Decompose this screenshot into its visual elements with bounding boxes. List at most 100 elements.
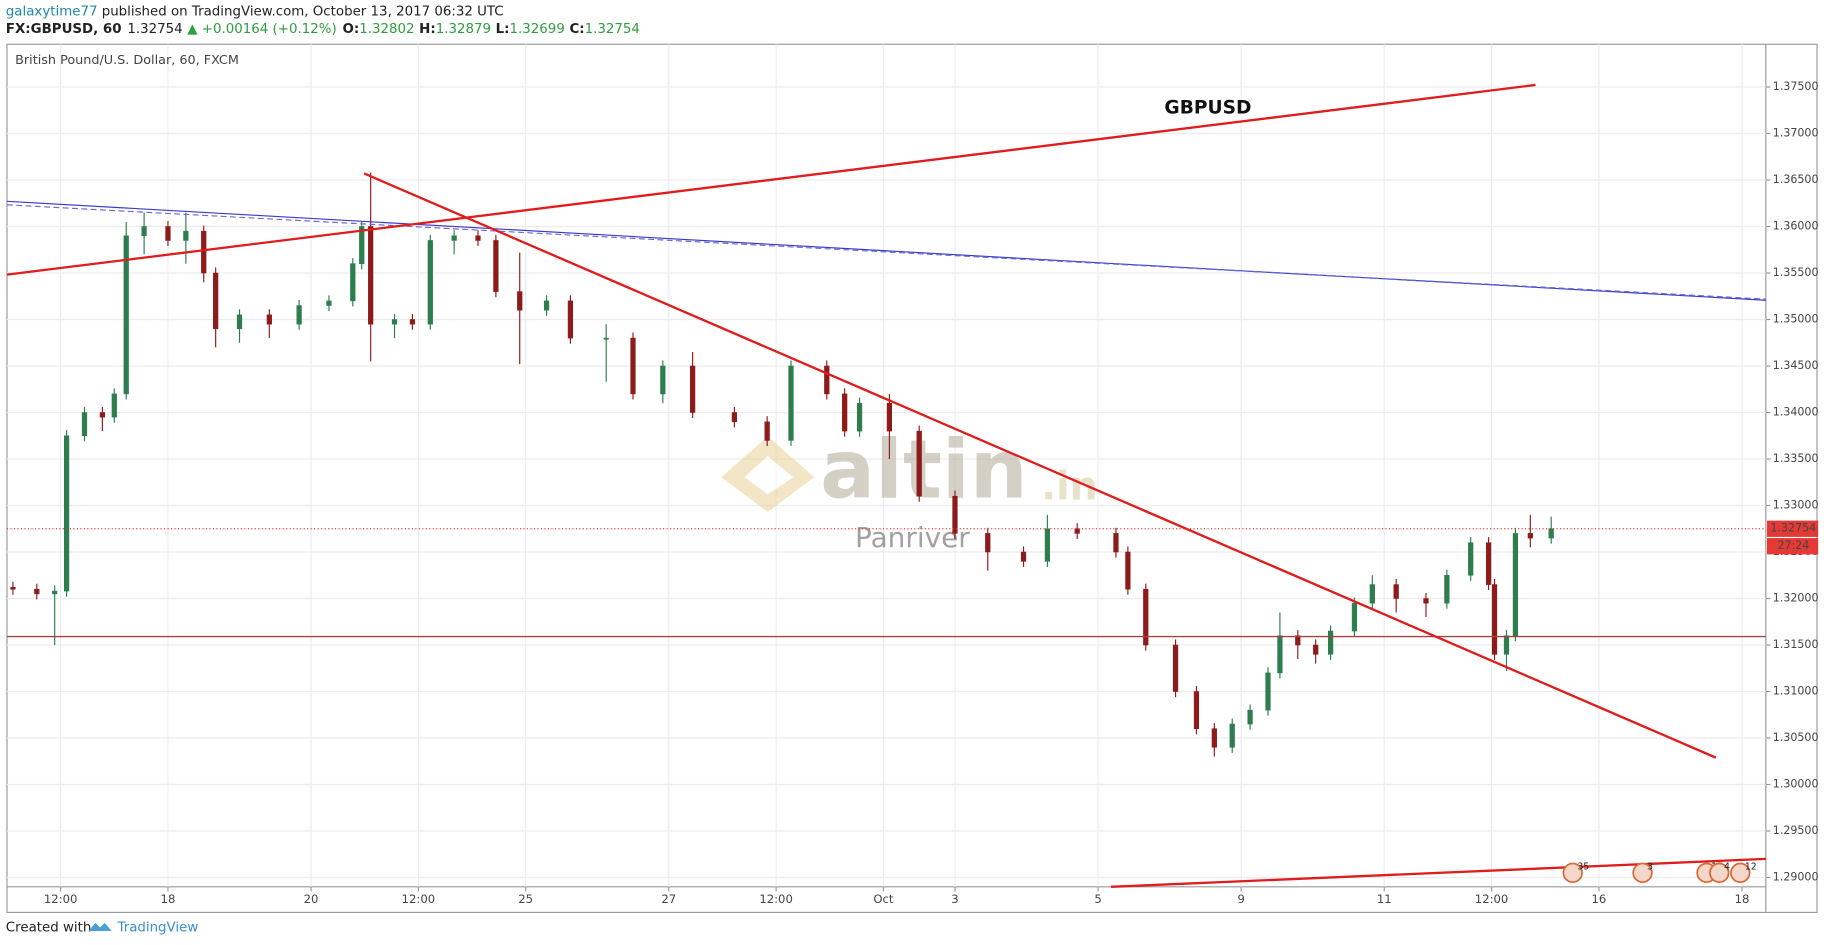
candle-body bbox=[1265, 672, 1271, 711]
y-tick-label: 1.31000 bbox=[1773, 685, 1819, 698]
candle-body bbox=[475, 235, 481, 241]
trend-line[interactable] bbox=[1110, 857, 1766, 888]
x-tick-label: 3 bbox=[951, 892, 958, 906]
y-tick-label: 1.34000 bbox=[1773, 406, 1819, 419]
x-tick-label: 18 bbox=[1735, 892, 1750, 906]
event-count: 12 bbox=[1745, 862, 1757, 873]
candle-body bbox=[1074, 528, 1080, 534]
x-tick-label: 12:00 bbox=[759, 892, 793, 906]
candle-body bbox=[916, 430, 922, 497]
candle-body bbox=[1313, 644, 1319, 655]
ohlc-value: 1.32802 bbox=[359, 22, 414, 37]
candle-body bbox=[1247, 709, 1253, 725]
candle-body bbox=[1295, 635, 1301, 646]
y-tick-label: 1.30000 bbox=[1773, 778, 1819, 791]
x-tick-label: 5 bbox=[1094, 892, 1101, 906]
candle-body bbox=[427, 240, 433, 325]
candle-body bbox=[296, 305, 302, 325]
candle-body bbox=[63, 435, 70, 592]
y-tick-label: 1.29000 bbox=[1773, 871, 1819, 884]
candle-body bbox=[1369, 584, 1375, 604]
candle-body bbox=[81, 412, 88, 437]
candle-body bbox=[1423, 598, 1429, 604]
event-count: 4 bbox=[1724, 862, 1730, 873]
grid bbox=[6, 44, 1766, 887]
y-tick-label: 1.30500 bbox=[1773, 731, 1819, 744]
candle-body bbox=[567, 300, 574, 339]
candle-body bbox=[10, 587, 16, 590]
candle-body bbox=[391, 319, 398, 325]
candle-body bbox=[1277, 635, 1283, 674]
candle-body bbox=[824, 365, 830, 395]
x-tick-label: 25 bbox=[518, 892, 533, 906]
x-tick-label: 27 bbox=[661, 892, 676, 906]
candle-body bbox=[788, 365, 794, 441]
annotation: GBPUSD bbox=[1164, 98, 1251, 119]
event-icon bbox=[1730, 862, 1751, 884]
y-tick-label: 1.34500 bbox=[1773, 359, 1819, 372]
y-tick-label: 1.32000 bbox=[1773, 592, 1819, 605]
published: published on TradingView.com, October 13… bbox=[97, 5, 503, 20]
candle-body bbox=[952, 495, 958, 534]
x-tick-label: 11 bbox=[1377, 892, 1392, 906]
candle-body bbox=[201, 230, 207, 274]
publish-line: galaxytime77 published on TradingView.co… bbox=[6, 5, 504, 20]
author[interactable]: galaxytime77 bbox=[6, 5, 98, 20]
y-tick-label: 1.33500 bbox=[1773, 452, 1819, 465]
candle-body bbox=[517, 291, 523, 311]
trend-line[interactable] bbox=[6, 200, 1766, 301]
ohlc-label: L: bbox=[496, 22, 510, 37]
candle-body bbox=[1193, 691, 1200, 730]
trend-line[interactable] bbox=[363, 172, 1717, 759]
candle-body bbox=[1444, 574, 1450, 604]
y-tick-label: 1.37500 bbox=[1773, 80, 1819, 93]
candle-body bbox=[1485, 542, 1492, 585]
last-price: 1.32754 bbox=[127, 22, 182, 37]
candle-body bbox=[1044, 528, 1051, 562]
candle-body bbox=[350, 263, 356, 302]
candle-body bbox=[985, 533, 991, 553]
footer-text: Created with bbox=[6, 921, 92, 936]
ohlc-value: 1.32699 bbox=[510, 22, 565, 37]
watermark-logo-inner bbox=[744, 456, 794, 495]
y-tick-label: 1.33000 bbox=[1773, 499, 1819, 512]
candle-body bbox=[1503, 635, 1510, 655]
trend-line[interactable] bbox=[6, 204, 1766, 300]
x-tick-label: 16 bbox=[1591, 892, 1606, 906]
candle-body bbox=[764, 421, 770, 441]
y-tick-label: 1.31500 bbox=[1773, 638, 1819, 651]
y-tick-label: 1.35500 bbox=[1773, 266, 1819, 279]
chart-title: British Pound/U.S. Dollar, 60, FXCM bbox=[15, 53, 239, 68]
candle-body bbox=[141, 226, 147, 237]
countdown-label: 27:24 bbox=[1777, 539, 1809, 552]
last-price-box bbox=[1767, 520, 1819, 537]
trend-line[interactable] bbox=[6, 83, 1536, 276]
chart-frame bbox=[6, 43, 1818, 913]
candle-body bbox=[630, 337, 636, 395]
x-tick-label: 9 bbox=[1237, 892, 1244, 906]
candle-body bbox=[1211, 728, 1217, 748]
last-price-label: 1.32754 bbox=[1770, 522, 1816, 535]
candle-body bbox=[99, 412, 105, 418]
candle-body bbox=[368, 226, 374, 325]
y-tick-label: 1.36500 bbox=[1773, 173, 1819, 186]
candle-body bbox=[603, 337, 609, 340]
x-tick-label: 12:00 bbox=[1475, 892, 1509, 906]
candle-body bbox=[842, 393, 848, 432]
footer-brand[interactable]: TradingView bbox=[116, 921, 198, 936]
event-count: 35 bbox=[1577, 862, 1589, 873]
candle-body bbox=[1548, 528, 1554, 539]
candle-body bbox=[52, 590, 58, 595]
candle-body bbox=[1527, 533, 1533, 539]
y-tick-label: 1.29500 bbox=[1773, 824, 1819, 837]
candle-body bbox=[111, 393, 117, 418]
y-tick-label: 1.36000 bbox=[1773, 220, 1819, 233]
candle-body bbox=[359, 226, 365, 264]
change: ▲ +0.00164 (+0.12%) bbox=[187, 22, 336, 37]
candle-body bbox=[1393, 584, 1399, 599]
event-icon bbox=[1709, 862, 1730, 884]
candle-body bbox=[1468, 542, 1474, 576]
x-tick-label: 20 bbox=[304, 892, 319, 906]
